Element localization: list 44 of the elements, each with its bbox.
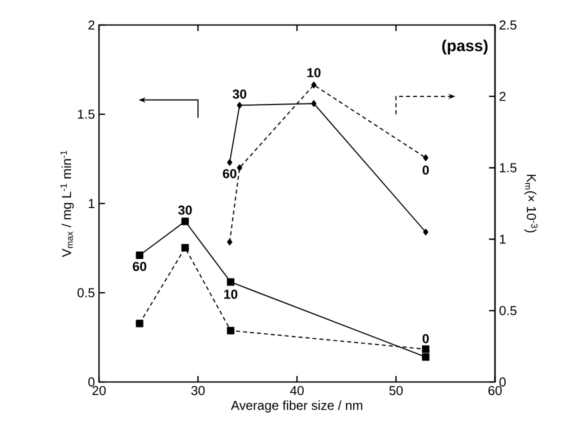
- point: [422, 353, 430, 361]
- point: [236, 102, 242, 109]
- annotation: 0: [422, 334, 429, 344]
- point: [227, 238, 232, 246]
- point: [423, 154, 428, 162]
- y-tick-label: 1.5: [78, 110, 94, 119]
- y2-axis-title: K$_{m}$(× 10$^{-3}$): [524, 174, 538, 232]
- y-tick-label: 2: [88, 20, 94, 30]
- annotation: (pass): [442, 40, 488, 54]
- point: [236, 164, 242, 172]
- point: [423, 228, 428, 236]
- annotation: 30: [232, 90, 246, 99]
- annotation: 60: [222, 169, 236, 178]
- y2-tick-label: 0: [499, 377, 506, 387]
- y2-tick-label: 2.5: [500, 20, 516, 30]
- point: [226, 278, 234, 286]
- point: [227, 159, 232, 166]
- annotation: 10: [224, 290, 238, 299]
- x-tick-label: 30: [191, 386, 205, 396]
- point: [136, 320, 144, 328]
- point: [311, 100, 316, 107]
- point: [226, 326, 234, 334]
- y2-tick-label: 1: [500, 234, 506, 244]
- point: [181, 244, 189, 252]
- annotation: 10: [307, 68, 320, 78]
- point: [422, 345, 430, 353]
- x-tick-label: 40: [290, 386, 304, 396]
- point: [181, 218, 189, 226]
- annotation: 60: [132, 262, 146, 272]
- y2-tick-label: 1.5: [500, 163, 516, 172]
- x-tick-label: 60: [488, 386, 502, 396]
- point: [311, 82, 316, 88]
- x-tick-label: 20: [92, 386, 106, 396]
- y-tick-label: 1: [88, 199, 94, 208]
- y-tick-label: 0: [88, 377, 95, 387]
- x-axis-title: Average fiber size / nm: [230, 400, 362, 413]
- y-tick-label: 0.5: [78, 288, 94, 298]
- y-axis-title: V$_{max}$ / mg L$^{-1}$ min$^{-1}$: [60, 150, 74, 258]
- annotation: 0: [422, 165, 429, 175]
- y2-tick-label: 2: [500, 92, 506, 101]
- point: [136, 252, 144, 259]
- x-tick-label: 50: [389, 386, 403, 396]
- y2-tick-label: 0.5: [499, 306, 516, 316]
- annotation: 30: [178, 206, 192, 215]
